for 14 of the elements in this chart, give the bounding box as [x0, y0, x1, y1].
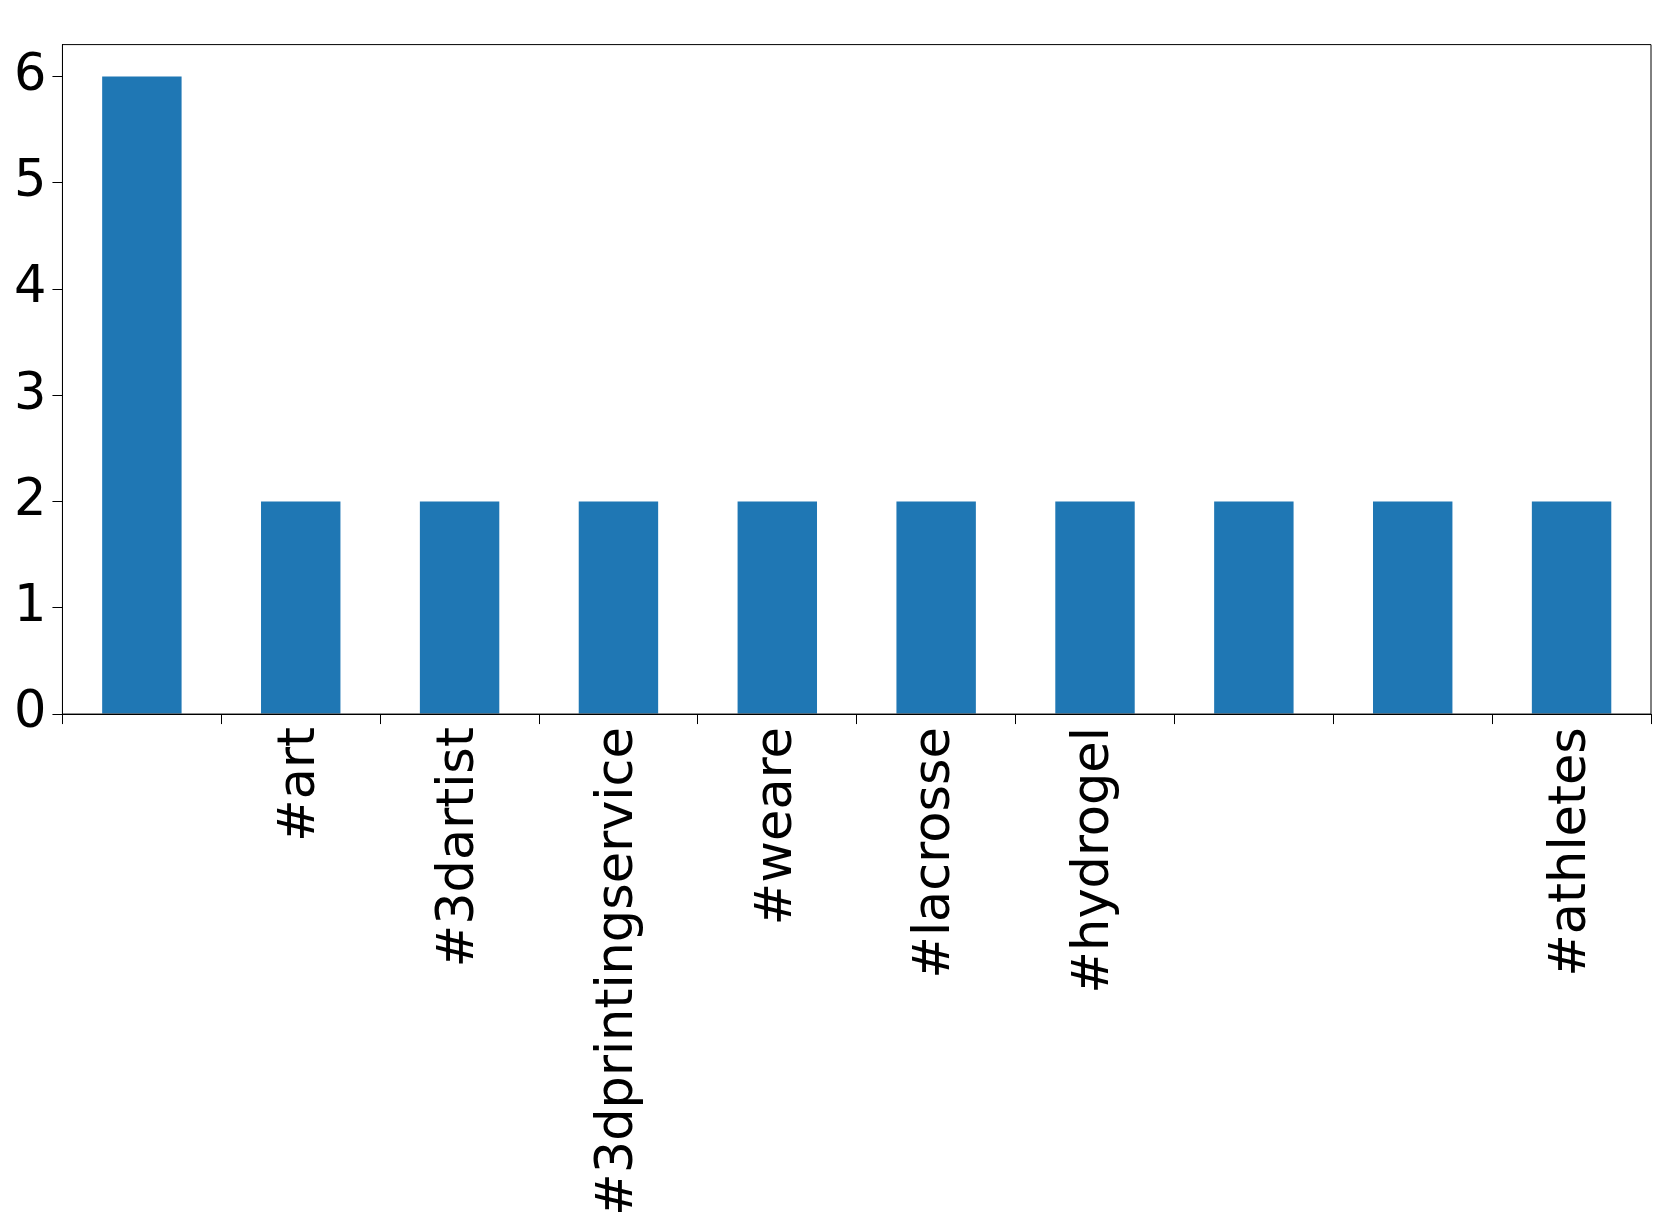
y-tick-label: 4 [13, 255, 47, 315]
x-tick-label: #hydrogel [1061, 727, 1121, 994]
x-tick-label: #3dprintingservice [584, 727, 644, 1216]
y-tick-label: 0 [13, 680, 47, 740]
y-tick-label: 1 [13, 574, 47, 634]
x-tick-label: #3dartist [425, 727, 485, 968]
x-tick-label: #weare [743, 727, 803, 926]
y-tick-label: 6 [13, 42, 47, 102]
y-tick-label: 2 [13, 467, 47, 527]
y-tick-label: 3 [13, 361, 47, 421]
y-tick-label: 5 [13, 148, 47, 208]
x-tick-label: #athletes [1537, 727, 1597, 977]
x-tick-label: #art [266, 727, 326, 843]
x-tick-label: #lacrosse [902, 727, 962, 979]
